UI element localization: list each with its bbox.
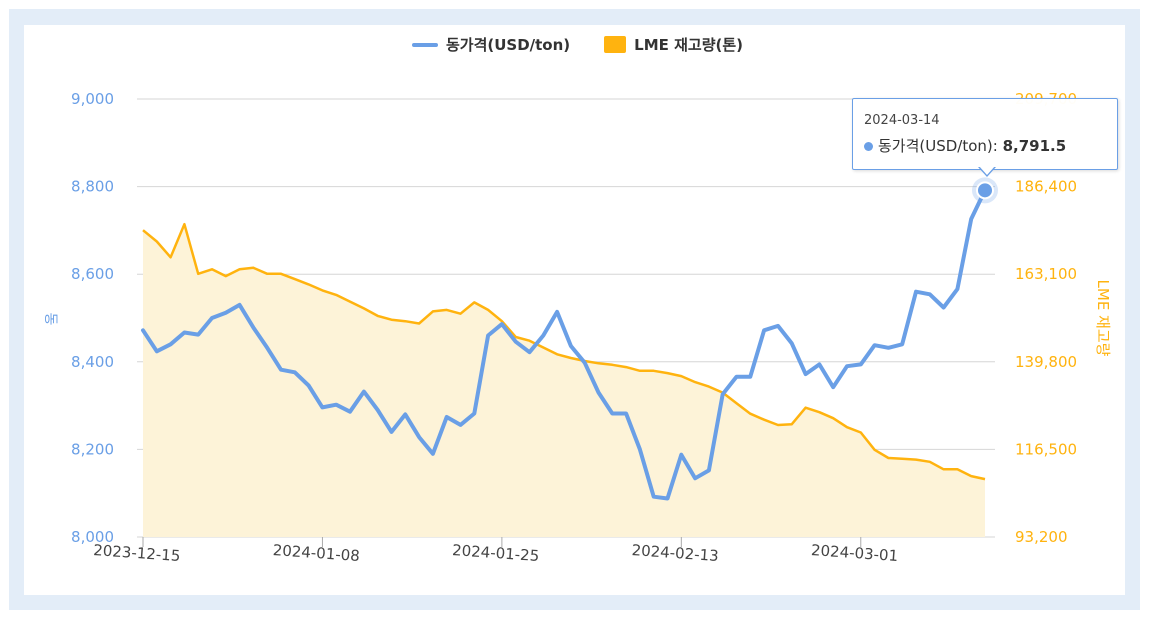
tooltip-value: 8,791.5 — [1002, 137, 1067, 155]
right-axis-title: LME 재고량 — [1094, 280, 1112, 357]
price-line — [141, 188, 987, 501]
right-tick-label: 163,100 — [1015, 265, 1077, 283]
series-dot-icon — [864, 142, 873, 151]
tooltip-row: 동가격(USD/ton): 8,791.5 — [864, 135, 1066, 156]
x-tick-label: 2024-01-25 — [452, 541, 540, 565]
left-tick-label: 8,800 — [71, 178, 114, 196]
left-axis-title: 동 — [42, 313, 58, 326]
left-tick-label: 8,200 — [71, 440, 114, 458]
tooltip-date: 2024-03-14 — [864, 113, 940, 128]
right-tick-label: 139,800 — [1015, 353, 1077, 371]
stock-area-fill — [143, 224, 985, 537]
chart-legend: 동가격(USD/ton) LME 재고량(톤) — [0, 34, 1155, 55]
legend-label-stock: LME 재고량(톤) — [634, 36, 744, 54]
legend-label-price: 동가격(USD/ton) — [445, 36, 571, 54]
stock-area-layer — [142, 222, 986, 537]
legend-line-icon — [411, 42, 438, 47]
data-tooltip: 2024-03-14 동가격(USD/ton): 8,791.5 — [852, 98, 1118, 170]
marker-layer — [972, 177, 998, 204]
right-tick-label: 93,200 — [1015, 528, 1068, 546]
tooltip-label: 동가격(USD/ton): — [878, 137, 998, 155]
legend-item-stock[interactable]: LME 재고량(톤) — [604, 34, 743, 55]
legend-item-price[interactable]: 동가격(USD/ton) — [411, 34, 571, 55]
left-tick-label: 8,400 — [71, 353, 114, 371]
legend-box-icon — [604, 36, 627, 53]
x-tick-label: 2024-01-08 — [272, 541, 360, 565]
x-tick-label: 2024-03-01 — [810, 541, 898, 565]
left-tick-label: 8,000 — [71, 528, 114, 546]
stock-line — [142, 222, 986, 481]
right-tick-label: 186,400 — [1015, 178, 1077, 196]
x-tick-label: 2023-12-15 — [93, 541, 181, 565]
left-tick-label: 9,000 — [71, 90, 114, 108]
right-tick-label: 116,500 — [1015, 440, 1077, 458]
tooltip-pointer-inner — [979, 166, 995, 175]
axis-layer: 9,000209,7008,800186,4008,600163,1008,40… — [71, 90, 1077, 565]
left-tick-label: 8,600 — [71, 265, 114, 283]
x-tick-label: 2024-02-13 — [631, 541, 719, 565]
price-line-layer — [141, 188, 987, 501]
highlight-point — [976, 181, 994, 200]
